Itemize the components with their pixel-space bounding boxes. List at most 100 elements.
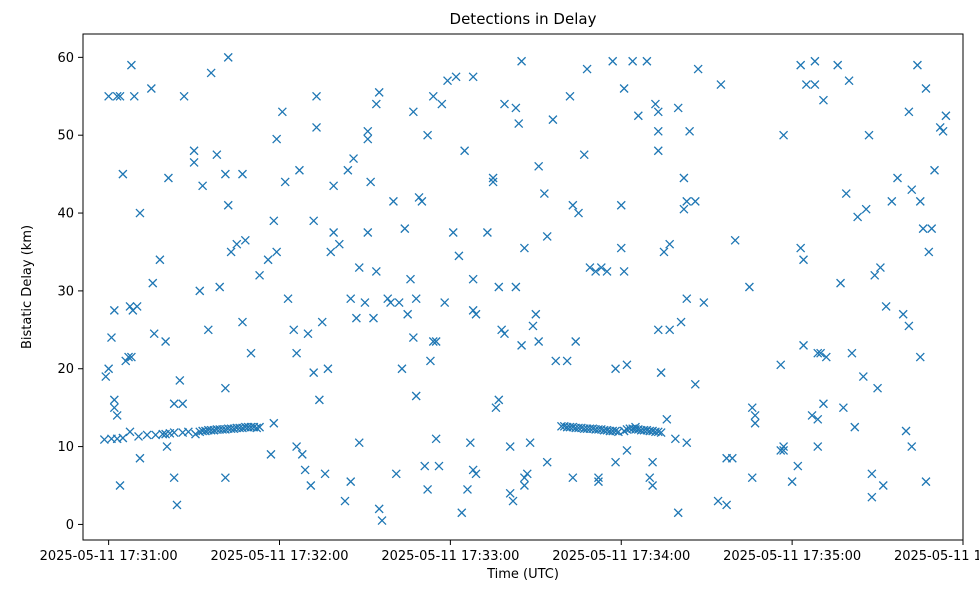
data-point-marker — [813, 442, 823, 452]
data-point-marker — [648, 457, 658, 467]
data-point-marker — [269, 418, 279, 428]
data-point-marker — [799, 340, 808, 350]
data-point-marker — [334, 239, 344, 249]
data-point-marker — [616, 200, 626, 210]
data-point-marker — [565, 91, 575, 101]
data-point-marker — [468, 72, 478, 82]
data-point-marker — [142, 430, 152, 440]
data-point-marker — [363, 126, 373, 136]
data-point-marker — [901, 426, 911, 436]
data-point-marker — [294, 165, 304, 175]
data-point-marker — [468, 305, 478, 315]
data-point-marker — [500, 329, 509, 339]
data-point-marker — [417, 196, 427, 206]
data-point-marker — [500, 99, 509, 109]
data-point-marker — [776, 446, 786, 455]
data-point-marker — [360, 298, 370, 308]
data-point-marker — [408, 333, 418, 343]
data-point-marker — [938, 126, 948, 136]
data-point-marker — [118, 169, 128, 179]
data-point-marker — [125, 427, 135, 437]
data-point-marker — [406, 274, 415, 284]
data-point-marker — [662, 414, 672, 424]
data-point-marker — [109, 403, 119, 413]
data-point-marker — [690, 196, 700, 206]
data-point-marker — [836, 278, 845, 288]
data-point-marker — [397, 364, 407, 374]
data-point-marker — [801, 80, 811, 90]
data-point-marker — [497, 325, 507, 335]
data-point-marker — [514, 119, 524, 128]
plot-frame — [82, 33, 964, 541]
data-point-marker — [633, 111, 643, 121]
data-point-marker — [312, 91, 321, 101]
data-point-marker — [611, 457, 621, 467]
data-point-marker — [468, 465, 478, 475]
data-point-marker — [653, 146, 663, 156]
data-point-marker — [183, 427, 193, 437]
data-point-marker — [873, 383, 883, 393]
data-point-marker — [354, 263, 364, 272]
data-point-marker — [374, 87, 384, 97]
data-point-marker — [585, 263, 595, 272]
data-point-marker — [238, 169, 247, 179]
data-point-marker — [124, 352, 134, 362]
data-point-marker — [428, 337, 438, 346]
data-point-marker — [388, 196, 398, 206]
data-point-marker — [679, 173, 689, 183]
data-point-marker — [519, 481, 529, 490]
data-point-marker — [779, 446, 789, 455]
data-point-marker — [240, 235, 250, 245]
data-point-marker — [656, 428, 666, 438]
detections-series — [99, 52, 951, 525]
data-point-marker — [414, 193, 424, 202]
data-point-marker — [631, 422, 640, 432]
data-point-marker — [622, 360, 632, 370]
data-point-marker — [673, 508, 683, 518]
data-point-marker — [366, 177, 376, 187]
data-point-marker — [511, 282, 521, 292]
data-point-marker — [542, 231, 552, 241]
data-point-marker — [676, 317, 686, 327]
data-point-marker — [109, 305, 119, 315]
data-point-marker — [730, 235, 740, 245]
data-point-marker — [203, 325, 213, 335]
y-tick-label: 10 — [57, 440, 74, 455]
data-point-marker — [690, 379, 700, 389]
data-point-marker — [403, 309, 413, 319]
data-point-marker — [679, 204, 689, 214]
data-point-marker — [163, 173, 173, 183]
data-point-marker — [858, 372, 868, 381]
y-axis-label: Bistatic Delay (km) — [20, 225, 35, 349]
data-point-marker — [179, 91, 189, 101]
data-point-marker — [369, 313, 378, 323]
data-point-marker — [431, 434, 441, 444]
data-point-marker — [431, 337, 441, 346]
data-point-marker — [716, 80, 726, 90]
data-point-marker — [220, 473, 230, 483]
data-point-marker — [146, 84, 156, 93]
data-point-marker — [346, 294, 356, 304]
data-point-marker — [151, 430, 161, 440]
data-point-marker — [568, 473, 578, 483]
x-tick-label: 2025-05-11 17:31:00 — [40, 549, 178, 564]
data-point-marker — [653, 126, 663, 136]
data-point-marker — [505, 442, 515, 452]
data-point-marker — [907, 185, 917, 195]
data-point-marker — [309, 368, 319, 378]
data-point-marker — [653, 427, 663, 437]
data-point-marker — [653, 107, 663, 117]
data-point-marker — [320, 469, 330, 479]
x-tick-label: 2025-05-11 17:33:00 — [381, 549, 519, 564]
data-point-marker — [596, 263, 606, 272]
data-point-marker — [921, 84, 931, 93]
data-point-marker — [833, 60, 843, 70]
data-point-marker — [126, 60, 136, 70]
data-point-marker — [121, 356, 131, 366]
data-point-marker — [161, 337, 171, 346]
data-point-marker — [619, 426, 629, 436]
data-point-marker — [915, 352, 925, 362]
data-point-marker — [220, 383, 230, 393]
data-point-marker — [115, 481, 125, 490]
data-point-marker — [562, 356, 572, 366]
